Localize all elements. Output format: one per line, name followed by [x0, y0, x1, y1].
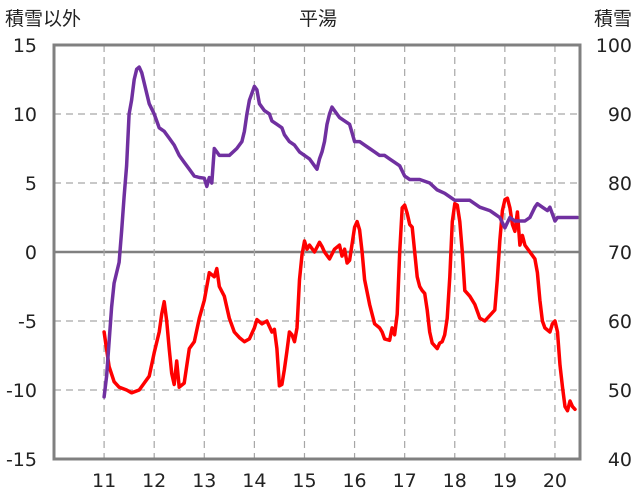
- chart-title: 平湯: [299, 8, 337, 30]
- right-tick-label: 50: [608, 380, 632, 402]
- right-tick-label: 60: [608, 311, 632, 333]
- left-tick-label: 15: [13, 35, 37, 57]
- x-tick-label: 14: [242, 470, 266, 492]
- right-tick-label: 80: [608, 173, 632, 195]
- x-tick-label: 17: [393, 470, 417, 492]
- left-tick-label: -5: [18, 311, 37, 333]
- right-axis-label: 積雪: [594, 8, 632, 30]
- left-tick-label: 5: [25, 173, 37, 195]
- left-axis-label: 積雪以外: [5, 8, 81, 30]
- series-line-right: [102, 65, 580, 399]
- series-line-left: [102, 196, 577, 413]
- left-tick-label: -10: [6, 380, 37, 402]
- x-tick-label: 18: [443, 470, 467, 492]
- x-tick-label: 12: [142, 470, 166, 492]
- x-tick-label: 15: [292, 470, 316, 492]
- x-tick-label: 20: [543, 470, 567, 492]
- right-axis-ticks: 40 50 60 70 80 90 100: [596, 35, 632, 471]
- gridlines: [54, 45, 580, 459]
- left-tick-label: -15: [6, 449, 37, 471]
- series-layer: [102, 65, 580, 413]
- x-tick-label: 11: [92, 470, 116, 492]
- right-tick-label: 70: [608, 242, 632, 264]
- right-tick-label: 90: [608, 104, 632, 126]
- x-tick-label: 13: [192, 470, 216, 492]
- plot-frame: [52, 43, 582, 461]
- left-tick-label: 10: [13, 104, 37, 126]
- x-axis-ticks: 11 12 13 14 15 16 17 18 19 20: [92, 470, 567, 492]
- x-tick-label: 16: [342, 470, 366, 492]
- left-axis-ticks: -15 -10 -5 0 5 10 15: [6, 35, 37, 471]
- right-tick-label: 40: [608, 449, 632, 471]
- x-tick-label: 19: [493, 470, 517, 492]
- left-tick-label: 0: [25, 242, 37, 264]
- right-tick-label: 100: [596, 35, 632, 57]
